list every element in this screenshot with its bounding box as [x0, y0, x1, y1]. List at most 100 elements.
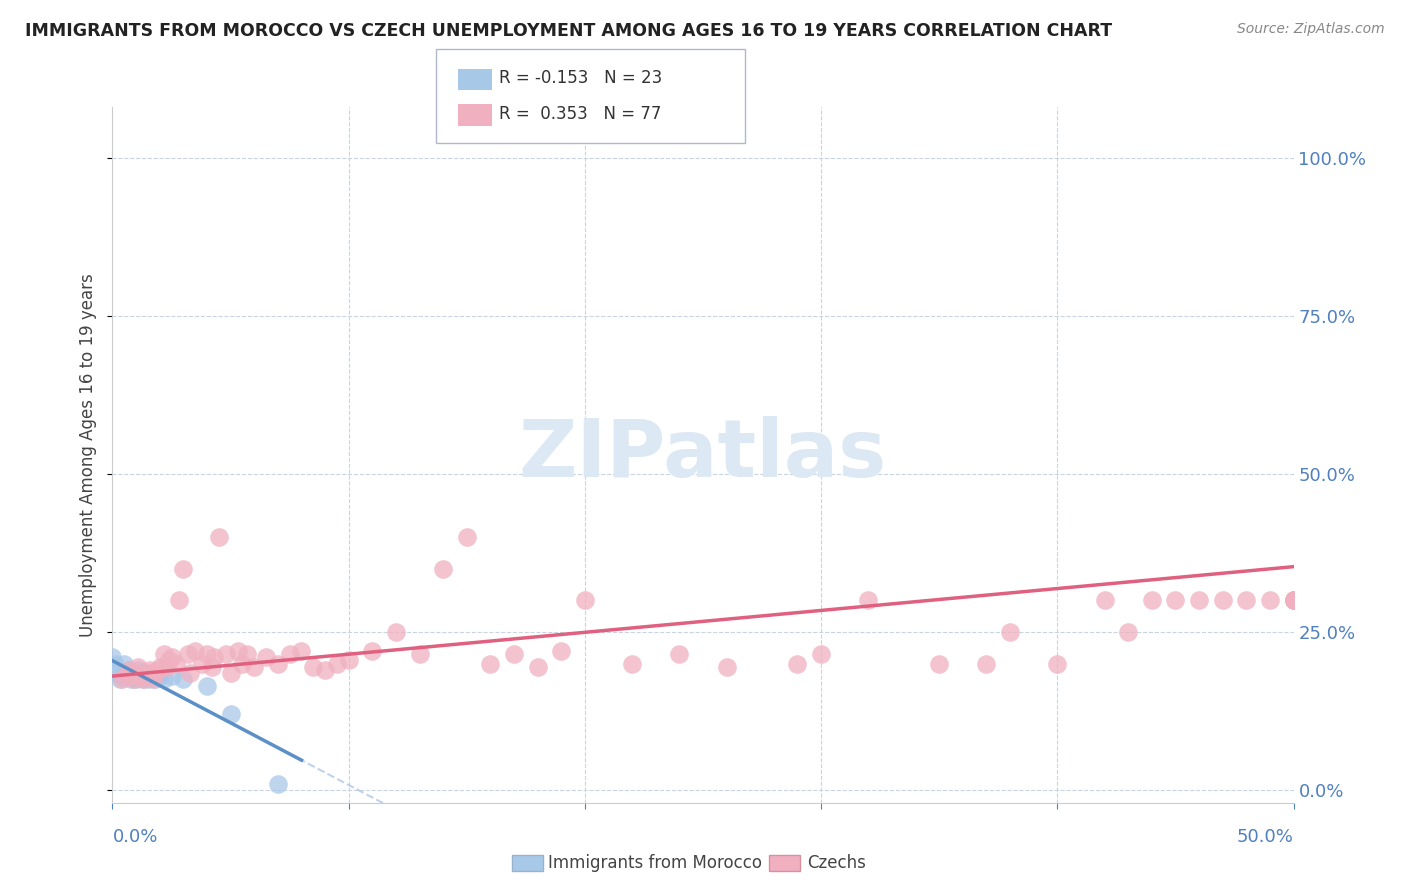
Point — [108, 673, 131, 687]
Point — [215, 647, 238, 661]
Point — [1212, 593, 1234, 607]
Point — [118, 663, 141, 677]
Text: 50.0%: 50.0% — [1237, 828, 1294, 847]
Point — [195, 679, 218, 693]
Point — [129, 669, 152, 683]
Point — [408, 647, 430, 661]
Point — [786, 657, 808, 671]
Point — [928, 657, 950, 671]
Point — [120, 673, 142, 687]
Point — [1140, 593, 1163, 607]
Point — [179, 666, 201, 681]
Point — [550, 644, 572, 658]
Point — [456, 530, 478, 544]
Text: R =  0.353   N = 77: R = 0.353 N = 77 — [499, 105, 661, 123]
Point — [314, 663, 336, 677]
Point — [1116, 625, 1139, 640]
Point — [621, 657, 644, 671]
Point — [160, 650, 183, 665]
Point — [132, 673, 155, 687]
Text: 0.0%: 0.0% — [112, 828, 157, 847]
Point — [278, 647, 301, 661]
Point — [136, 666, 159, 681]
Point — [111, 669, 134, 683]
Point — [127, 663, 149, 677]
Point — [290, 644, 312, 658]
Point — [153, 673, 176, 687]
Point — [503, 647, 526, 661]
Point — [361, 644, 384, 658]
Point — [125, 666, 148, 681]
Point — [122, 673, 145, 687]
Point — [111, 673, 134, 687]
Point — [127, 660, 149, 674]
Y-axis label: Unemployment Among Ages 16 to 19 years: Unemployment Among Ages 16 to 19 years — [79, 273, 97, 637]
Point — [191, 657, 214, 671]
Point — [149, 660, 172, 674]
Point — [208, 530, 231, 544]
Text: ZIPatlas: ZIPatlas — [519, 416, 887, 494]
Point — [172, 673, 194, 687]
Point — [858, 593, 880, 607]
Point — [1164, 593, 1187, 607]
Point — [231, 657, 253, 671]
Point — [226, 644, 249, 658]
Point — [219, 707, 242, 722]
Text: R = -0.153   N = 23: R = -0.153 N = 23 — [499, 70, 662, 87]
Point — [243, 660, 266, 674]
Point — [668, 647, 690, 661]
Point — [195, 647, 218, 661]
Point — [112, 657, 135, 671]
Point — [302, 660, 325, 674]
Point — [326, 657, 349, 671]
Point — [104, 657, 127, 671]
Point — [115, 669, 138, 683]
Point — [254, 650, 277, 665]
Point — [998, 625, 1021, 640]
Point — [1234, 593, 1257, 607]
Point — [143, 673, 166, 687]
Point — [122, 669, 145, 683]
Point — [167, 593, 190, 607]
Point — [202, 650, 225, 665]
Point — [236, 647, 259, 661]
Point — [132, 673, 155, 687]
Point — [125, 673, 148, 687]
Point — [156, 660, 179, 674]
Point — [1094, 593, 1116, 607]
Point — [143, 666, 166, 681]
Point — [153, 647, 176, 661]
Point — [172, 562, 194, 576]
Point — [1282, 593, 1305, 607]
Point — [1282, 593, 1305, 607]
Point — [267, 657, 290, 671]
Point — [115, 666, 138, 681]
Point — [574, 593, 596, 607]
Point — [1188, 593, 1211, 607]
Point — [184, 644, 207, 658]
Point — [337, 653, 360, 667]
Point — [976, 657, 998, 671]
Point — [219, 666, 242, 681]
Point — [165, 657, 187, 671]
Point — [157, 653, 180, 667]
Point — [432, 562, 454, 576]
Point — [1282, 593, 1305, 607]
Point — [177, 647, 200, 661]
Point — [1046, 657, 1069, 671]
Point — [1282, 593, 1305, 607]
Point — [118, 663, 141, 677]
Point — [160, 669, 183, 683]
Point — [479, 657, 502, 671]
Point — [716, 660, 738, 674]
Point — [267, 777, 290, 791]
Point — [129, 666, 152, 681]
Point — [526, 660, 548, 674]
Text: Source: ZipAtlas.com: Source: ZipAtlas.com — [1237, 22, 1385, 37]
Point — [146, 663, 169, 677]
Point — [105, 666, 128, 681]
Point — [149, 669, 172, 683]
Point — [1258, 593, 1281, 607]
Point — [142, 673, 165, 687]
Point — [1282, 593, 1305, 607]
